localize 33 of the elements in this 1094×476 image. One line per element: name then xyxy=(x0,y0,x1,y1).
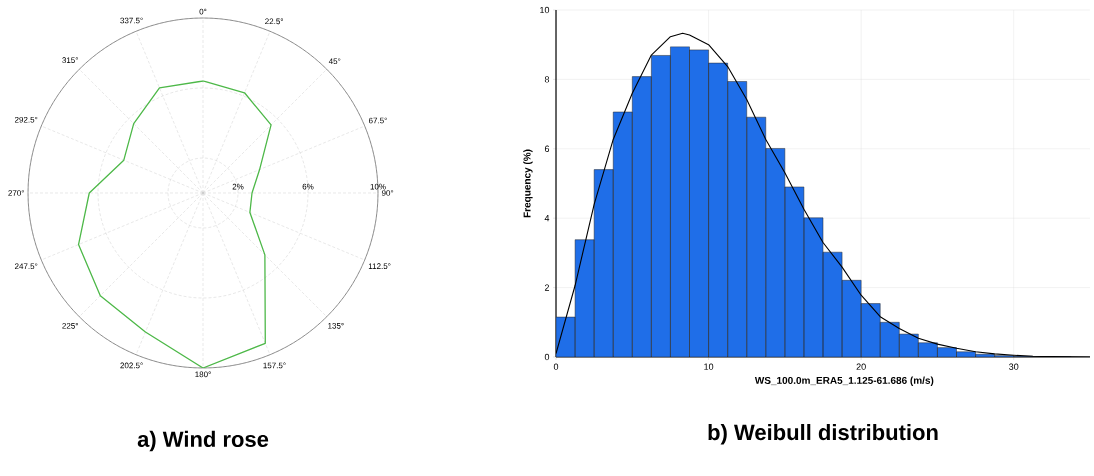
spoke-label: 22.5° xyxy=(265,18,284,25)
spoke-label: 202.5° xyxy=(120,362,143,369)
y-tick-label: 2% xyxy=(232,183,244,190)
x-tick-label: 20 xyxy=(856,363,866,370)
y-tick-label: 4 xyxy=(544,215,550,222)
x-axis-title: WS_100.0m_ERA5_1.125-61.686 (m/s) xyxy=(754,376,934,386)
spoke-label: 67.5° xyxy=(368,117,387,124)
text: b) Weibull distribution xyxy=(708,424,938,445)
spoke-label: 157.5° xyxy=(263,362,286,369)
spoke-label: 180° xyxy=(195,371,211,378)
spoke-label: 112.5° xyxy=(368,263,391,269)
spoke-label: 315° xyxy=(62,57,78,63)
y-tick-label: 6 xyxy=(544,145,550,152)
spoke-label: 225° xyxy=(62,322,78,329)
spoke-label: 0° xyxy=(199,8,207,15)
y-tick-label: 2 xyxy=(544,284,550,291)
x-tick-label: 0 xyxy=(553,363,559,370)
x-tick-label: 10 xyxy=(704,363,714,370)
y-axis-title: Frequency (%) xyxy=(523,149,533,218)
spoke-label: 270° xyxy=(8,190,24,196)
spoke-label: 292.5° xyxy=(14,116,38,123)
spoke-label: 337.5° xyxy=(120,17,143,24)
spoke-label: 135° xyxy=(328,322,344,329)
text: a) Wind rose xyxy=(137,430,269,452)
y-tick-label: 10% xyxy=(370,183,386,190)
spoke-label: 90° xyxy=(381,190,394,196)
spoke-label: 247.5° xyxy=(14,263,38,270)
y-tick-label: 10 xyxy=(540,6,550,14)
y-tick-label: 0 xyxy=(544,353,550,361)
spoke-label: 45° xyxy=(328,58,341,65)
y-tick-label: 6% xyxy=(302,183,314,190)
y-tick-label: 8 xyxy=(544,76,550,83)
x-tick-label: 30 xyxy=(1009,363,1019,370)
